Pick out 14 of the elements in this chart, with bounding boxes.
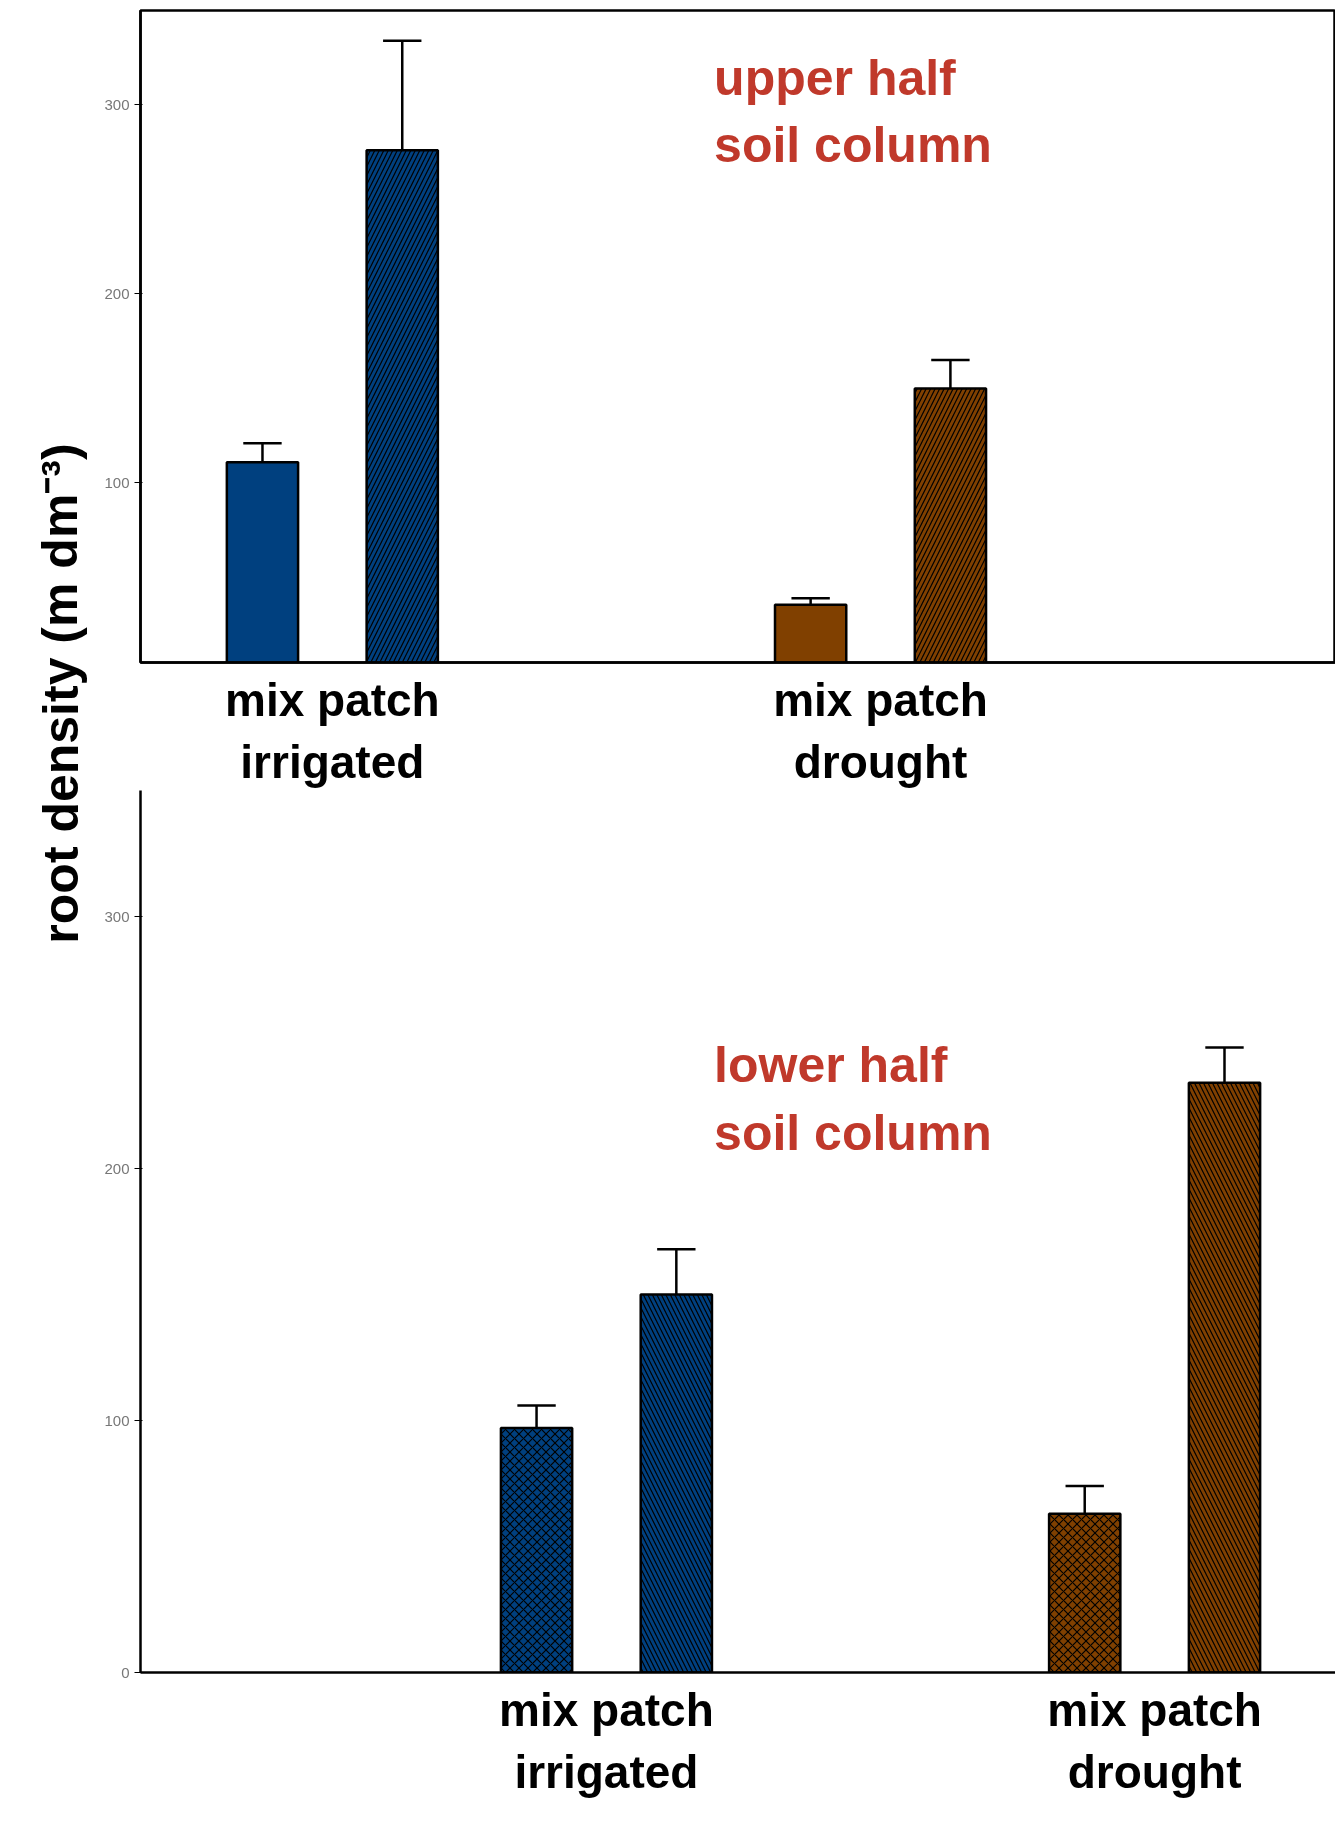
y-tick-label: 200 (104, 1159, 130, 1177)
x-tick-label: mix patch drought (1047, 1683, 1262, 1798)
text: lower half soil column (714, 1037, 992, 1161)
y-tick-label: 100 (104, 1411, 130, 1429)
y-tick-label: 200 (104, 284, 130, 302)
y-tick-label: 0 (121, 1663, 130, 1681)
y-axis-title: root density (m dm⁻³) (32, 443, 89, 944)
y-tick-label: 100 (104, 473, 130, 491)
x-tick-label: mix patch drought (773, 673, 988, 788)
x-tick-label: mix patch irrigated (224, 673, 440, 788)
y-tick-label: 300 (104, 95, 130, 113)
text: upper half soil column (714, 49, 992, 173)
x-tick-label: mix patch irrigated (499, 1683, 714, 1798)
y-tick-label: 300 (104, 907, 130, 925)
